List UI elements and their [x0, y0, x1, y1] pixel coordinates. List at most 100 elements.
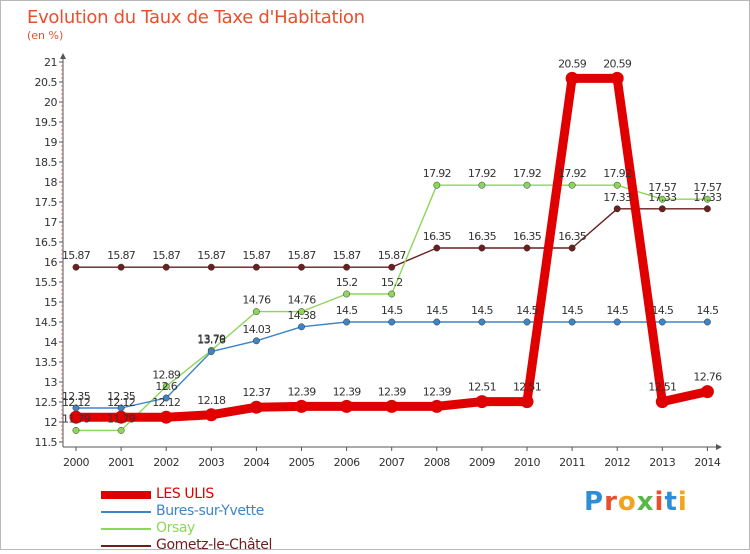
- data-label: 14.76: [242, 294, 271, 307]
- data-label: 14.5: [516, 304, 538, 317]
- data-point: [478, 318, 486, 326]
- data-point: [343, 318, 351, 326]
- data-point: [204, 408, 218, 422]
- data-label: 15.87: [197, 249, 226, 262]
- legend-label: Bures-sur-Yvette: [156, 503, 264, 519]
- data-point: [114, 410, 128, 424]
- data-label: 14.5: [561, 304, 583, 317]
- data-label: 13.76: [197, 334, 226, 347]
- data-point: [610, 71, 624, 85]
- data-point: [703, 318, 711, 326]
- data-point: [162, 382, 170, 390]
- data-point: [613, 181, 621, 189]
- logo-letter: t: [664, 487, 678, 517]
- data-label: 12.35: [107, 390, 136, 403]
- y-tick-label: 14.5: [35, 316, 58, 329]
- axes: 11.5 12 12.5 13 13.5 14 14.5 15 15.5 16 16.5 17 17.5…: [35, 53, 722, 469]
- data-label: 14.5: [381, 304, 403, 317]
- data-point: [117, 426, 125, 434]
- data-label: 15.87: [333, 249, 362, 262]
- data-label: 20.59: [558, 57, 587, 70]
- data-point: [475, 395, 489, 409]
- legend-label: Orsay: [156, 520, 195, 536]
- data-point: [295, 399, 308, 413]
- data-point: [252, 308, 260, 316]
- data-point: [703, 205, 711, 213]
- x-tick-label: 2001: [108, 456, 134, 469]
- legend-label: LES ULIS: [156, 486, 214, 502]
- x-tick-label: 2013: [649, 456, 675, 469]
- series-lines: [69, 71, 714, 434]
- data-point: [298, 263, 305, 271]
- data-label: 14.03: [242, 323, 271, 336]
- data-label: 12.39: [333, 385, 362, 398]
- data-point: [385, 399, 399, 413]
- data-point: [523, 318, 531, 326]
- data-point: [252, 263, 260, 271]
- chart-title: Evolution du Taux de Taxe d'Habitation: [27, 7, 365, 28]
- data-label: 16.35: [468, 230, 497, 243]
- data-point: [433, 244, 441, 252]
- data-label: 14.5: [426, 304, 448, 317]
- data-point: [478, 244, 486, 252]
- data-label: 12.12: [107, 396, 135, 409]
- logo-letter: o: [617, 487, 637, 517]
- data-label: 16.35: [513, 230, 542, 243]
- data-label: 14.5: [471, 304, 493, 317]
- data-label: 17.33: [603, 191, 632, 204]
- x-tick-label: 2009: [469, 456, 495, 469]
- series-line: [71, 73, 712, 422]
- data-point: [568, 244, 576, 252]
- y-tick-label: 15: [44, 296, 57, 309]
- data-label: 12.39: [288, 385, 317, 398]
- data-point: [523, 181, 531, 189]
- data-point: [343, 263, 351, 271]
- logo-letter: x: [636, 487, 655, 517]
- data-label: 17.33: [693, 191, 722, 204]
- data-label: 12.6: [155, 380, 177, 393]
- data-point: [613, 318, 621, 326]
- data-point: [252, 337, 260, 345]
- data-label: 17.92: [423, 167, 451, 180]
- data-label: 14.5: [606, 304, 628, 317]
- y-tick-label: 20: [44, 96, 57, 109]
- data-point: [658, 195, 666, 203]
- logo-letter: r: [604, 487, 618, 517]
- y-tick-label: 17: [44, 216, 57, 229]
- legend-swatch: [101, 491, 151, 499]
- logo-letter: i: [677, 487, 688, 517]
- data-point: [703, 195, 711, 203]
- data-label: 15.87: [107, 249, 136, 262]
- y-tick-label: 18: [44, 176, 57, 189]
- data-point: [388, 318, 396, 326]
- unit-label: (en %): [27, 29, 64, 42]
- data-label: 12.89: [152, 368, 181, 381]
- x-tick-label: 2006: [334, 456, 360, 469]
- data-label: 12.39: [378, 385, 407, 398]
- data-label: 13.79: [197, 332, 226, 345]
- data-point: [117, 263, 125, 271]
- data-point: [340, 399, 354, 413]
- data-point: [430, 399, 444, 413]
- x-tick-label: 2004: [243, 456, 269, 469]
- data-label: 12.12: [62, 396, 90, 409]
- data-label: 12.51: [468, 381, 496, 394]
- legend-swatch: [101, 545, 151, 547]
- y-tick-label: 19: [44, 136, 57, 149]
- data-label: 12.18: [197, 394, 226, 407]
- y-tick-label: 20.5: [35, 76, 58, 89]
- y-tick-label: 21: [44, 56, 57, 69]
- x-tick-label: 2008: [424, 456, 450, 469]
- x-tick-label: 2000: [63, 456, 89, 469]
- x-tick-label: 2014: [694, 456, 720, 469]
- legend-label: Gometz-le-Châtel: [156, 537, 272, 553]
- data-label: 14.5: [697, 304, 719, 317]
- y-tick-label: 18.5: [35, 156, 58, 169]
- data-label: 12.39: [423, 385, 452, 398]
- data-label: 12.51: [513, 381, 541, 394]
- data-label: 15.2: [336, 276, 358, 289]
- data-point: [478, 181, 486, 189]
- y-tick-label: 15.5: [35, 276, 58, 289]
- data-label: 14.76: [288, 294, 317, 307]
